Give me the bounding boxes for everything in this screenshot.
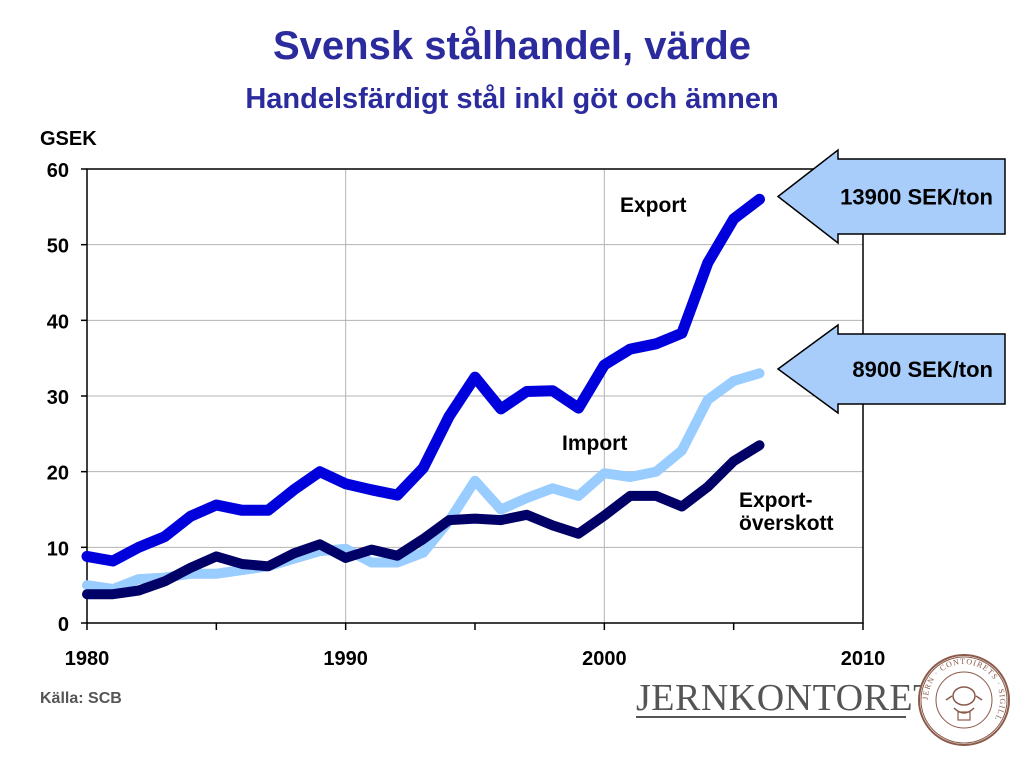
series-labels: Import Export-överskott Export xyxy=(562,194,834,535)
series-label: Export-överskott xyxy=(739,489,834,535)
callout-label: 8900 SEK/ton xyxy=(852,357,993,382)
logo-underline xyxy=(636,716,906,718)
y-tick-label: 40 xyxy=(47,311,69,333)
callout-label: 13900 SEK/ton xyxy=(840,185,993,210)
seal-icon: JERN · CONTOIRETS · SIGILL xyxy=(918,654,1010,746)
x-tick-label: 2000 xyxy=(582,648,627,670)
x-tick-label: 2010 xyxy=(841,648,886,670)
series-line-export xyxy=(81,193,765,567)
x-tick-label: 1990 xyxy=(323,648,368,670)
chart-title: Svensk stålhandel, värde xyxy=(272,24,751,68)
series-lines xyxy=(81,193,765,600)
axis-ticks: 0 10 20 30 40 50 60 1980 1990 2000 2010 xyxy=(47,160,886,670)
y-tick-label: 30 xyxy=(47,387,69,409)
y-tick-label: 60 xyxy=(47,160,69,182)
series-line-import xyxy=(82,368,765,594)
chart-grid xyxy=(87,169,863,623)
jernkontoret-logo: JERNKONTORET xyxy=(636,677,937,719)
callouts: 13900 SEK/ton 8900 SEK/ton xyxy=(776,148,1006,415)
callout-arrow xyxy=(776,148,1006,245)
source-note: Källa: SCB xyxy=(40,690,122,707)
series-label: Import xyxy=(562,432,627,455)
y-tick-label: 0 xyxy=(58,614,69,636)
series-line-exportverskott xyxy=(82,440,765,600)
callout-arrow xyxy=(776,323,1006,415)
y-tick-label: 10 xyxy=(47,538,69,560)
y-tick-label: 20 xyxy=(47,463,69,485)
chart-subtitle: Handelsfärdigt stål inkl göt och ämnen xyxy=(245,83,779,115)
x-tick-label: 1980 xyxy=(65,648,110,670)
series-label: Export xyxy=(620,194,687,217)
y-axis-label: GSEK xyxy=(40,128,97,150)
y-tick-label: 50 xyxy=(47,236,69,258)
